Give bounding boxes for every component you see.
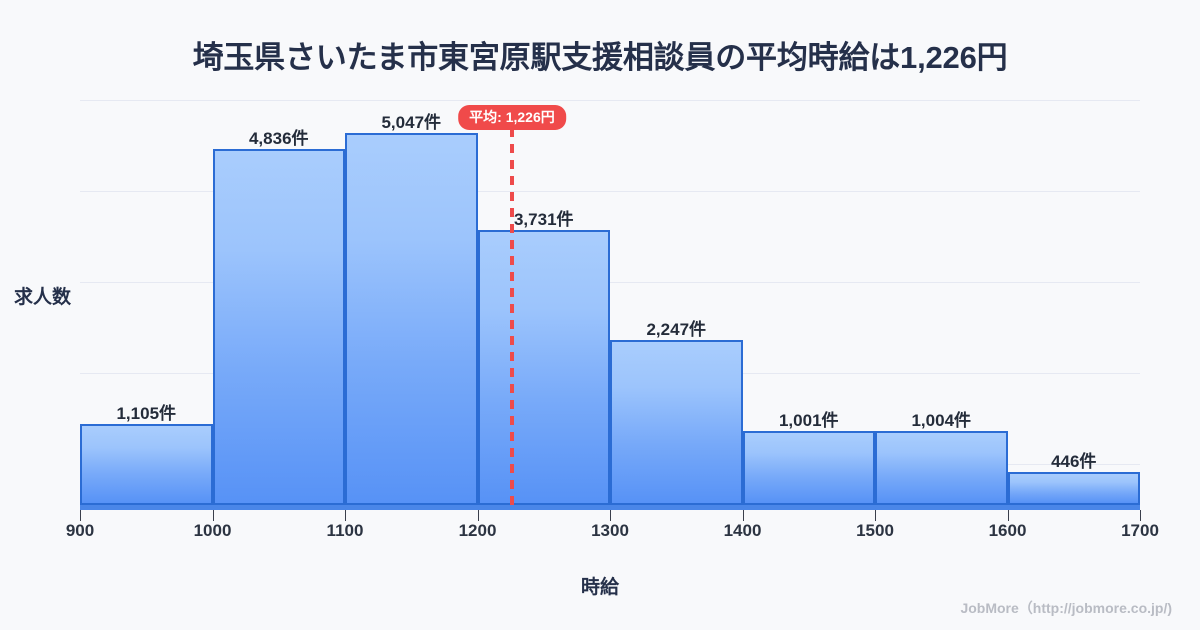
x-axis-tick-label: 1500: [856, 521, 894, 540]
histogram-bar[interactable]: [742, 431, 875, 505]
x-axis-tick-label: 900: [65, 521, 95, 540]
histogram-bar[interactable]: [345, 133, 478, 505]
gridline: [80, 191, 1140, 192]
x-axis-tick-label: 1000: [193, 521, 232, 540]
x-axis-title: 時給: [580, 577, 619, 598]
x-axis-tick: [610, 510, 611, 521]
x-axis-tick: [1140, 510, 1141, 521]
x-axis-tick-label: 1300: [591, 521, 629, 540]
histogram-bar[interactable]: [610, 339, 743, 505]
bar-value-label: 3,731件: [513, 210, 574, 230]
x-axis-tick-label: 1200: [458, 521, 497, 540]
x-axis-tick: [742, 510, 744, 521]
bar-value-label: 4,836件: [248, 128, 309, 148]
x-axis-tick-label: 1400: [723, 521, 762, 540]
x-axis-line: [80, 503, 1140, 510]
histogram-bar[interactable]: [477, 230, 610, 505]
histogram-bar[interactable]: [212, 148, 345, 505]
average-dashed-line: [509, 128, 514, 510]
y-axis-title: 求人数: [14, 287, 72, 308]
x-axis-tick-label: 1100: [326, 521, 364, 540]
x-axis-tick: [212, 510, 214, 521]
x-axis-tick: [80, 510, 81, 521]
x-axis-tick: [345, 510, 346, 521]
gridline: [80, 100, 1140, 101]
footer-credit: JobMore（http://jobmore.co.jp/): [960, 600, 1172, 616]
bar-value-label: 446件: [1051, 452, 1097, 472]
page-title: 埼玉県さいたま市東宮原駅支援相談員の平均時給は1,226円: [192, 40, 1008, 75]
bar-value-label: 2,247件: [646, 319, 707, 339]
bar-value-label: 5,047件: [381, 113, 442, 133]
gridline: [80, 282, 1140, 284]
x-axis-tick-label: 1600: [988, 521, 1027, 540]
bar-value-label: 1,004件: [911, 411, 972, 431]
histogram-bar[interactable]: [80, 423, 213, 505]
x-axis-tick-label: 1700: [1121, 521, 1159, 540]
bar-value-label: 1,001件: [778, 411, 839, 431]
bar-value-label: 1,105件: [116, 403, 177, 423]
x-axis-tick: [477, 510, 479, 521]
x-axis-tick: [1007, 510, 1009, 521]
x-axis-tick: [875, 510, 876, 521]
histogram-bar[interactable]: [875, 431, 1008, 505]
average-badge: 平均: 1,226円: [458, 105, 566, 130]
histogram-bar[interactable]: [1007, 472, 1140, 505]
